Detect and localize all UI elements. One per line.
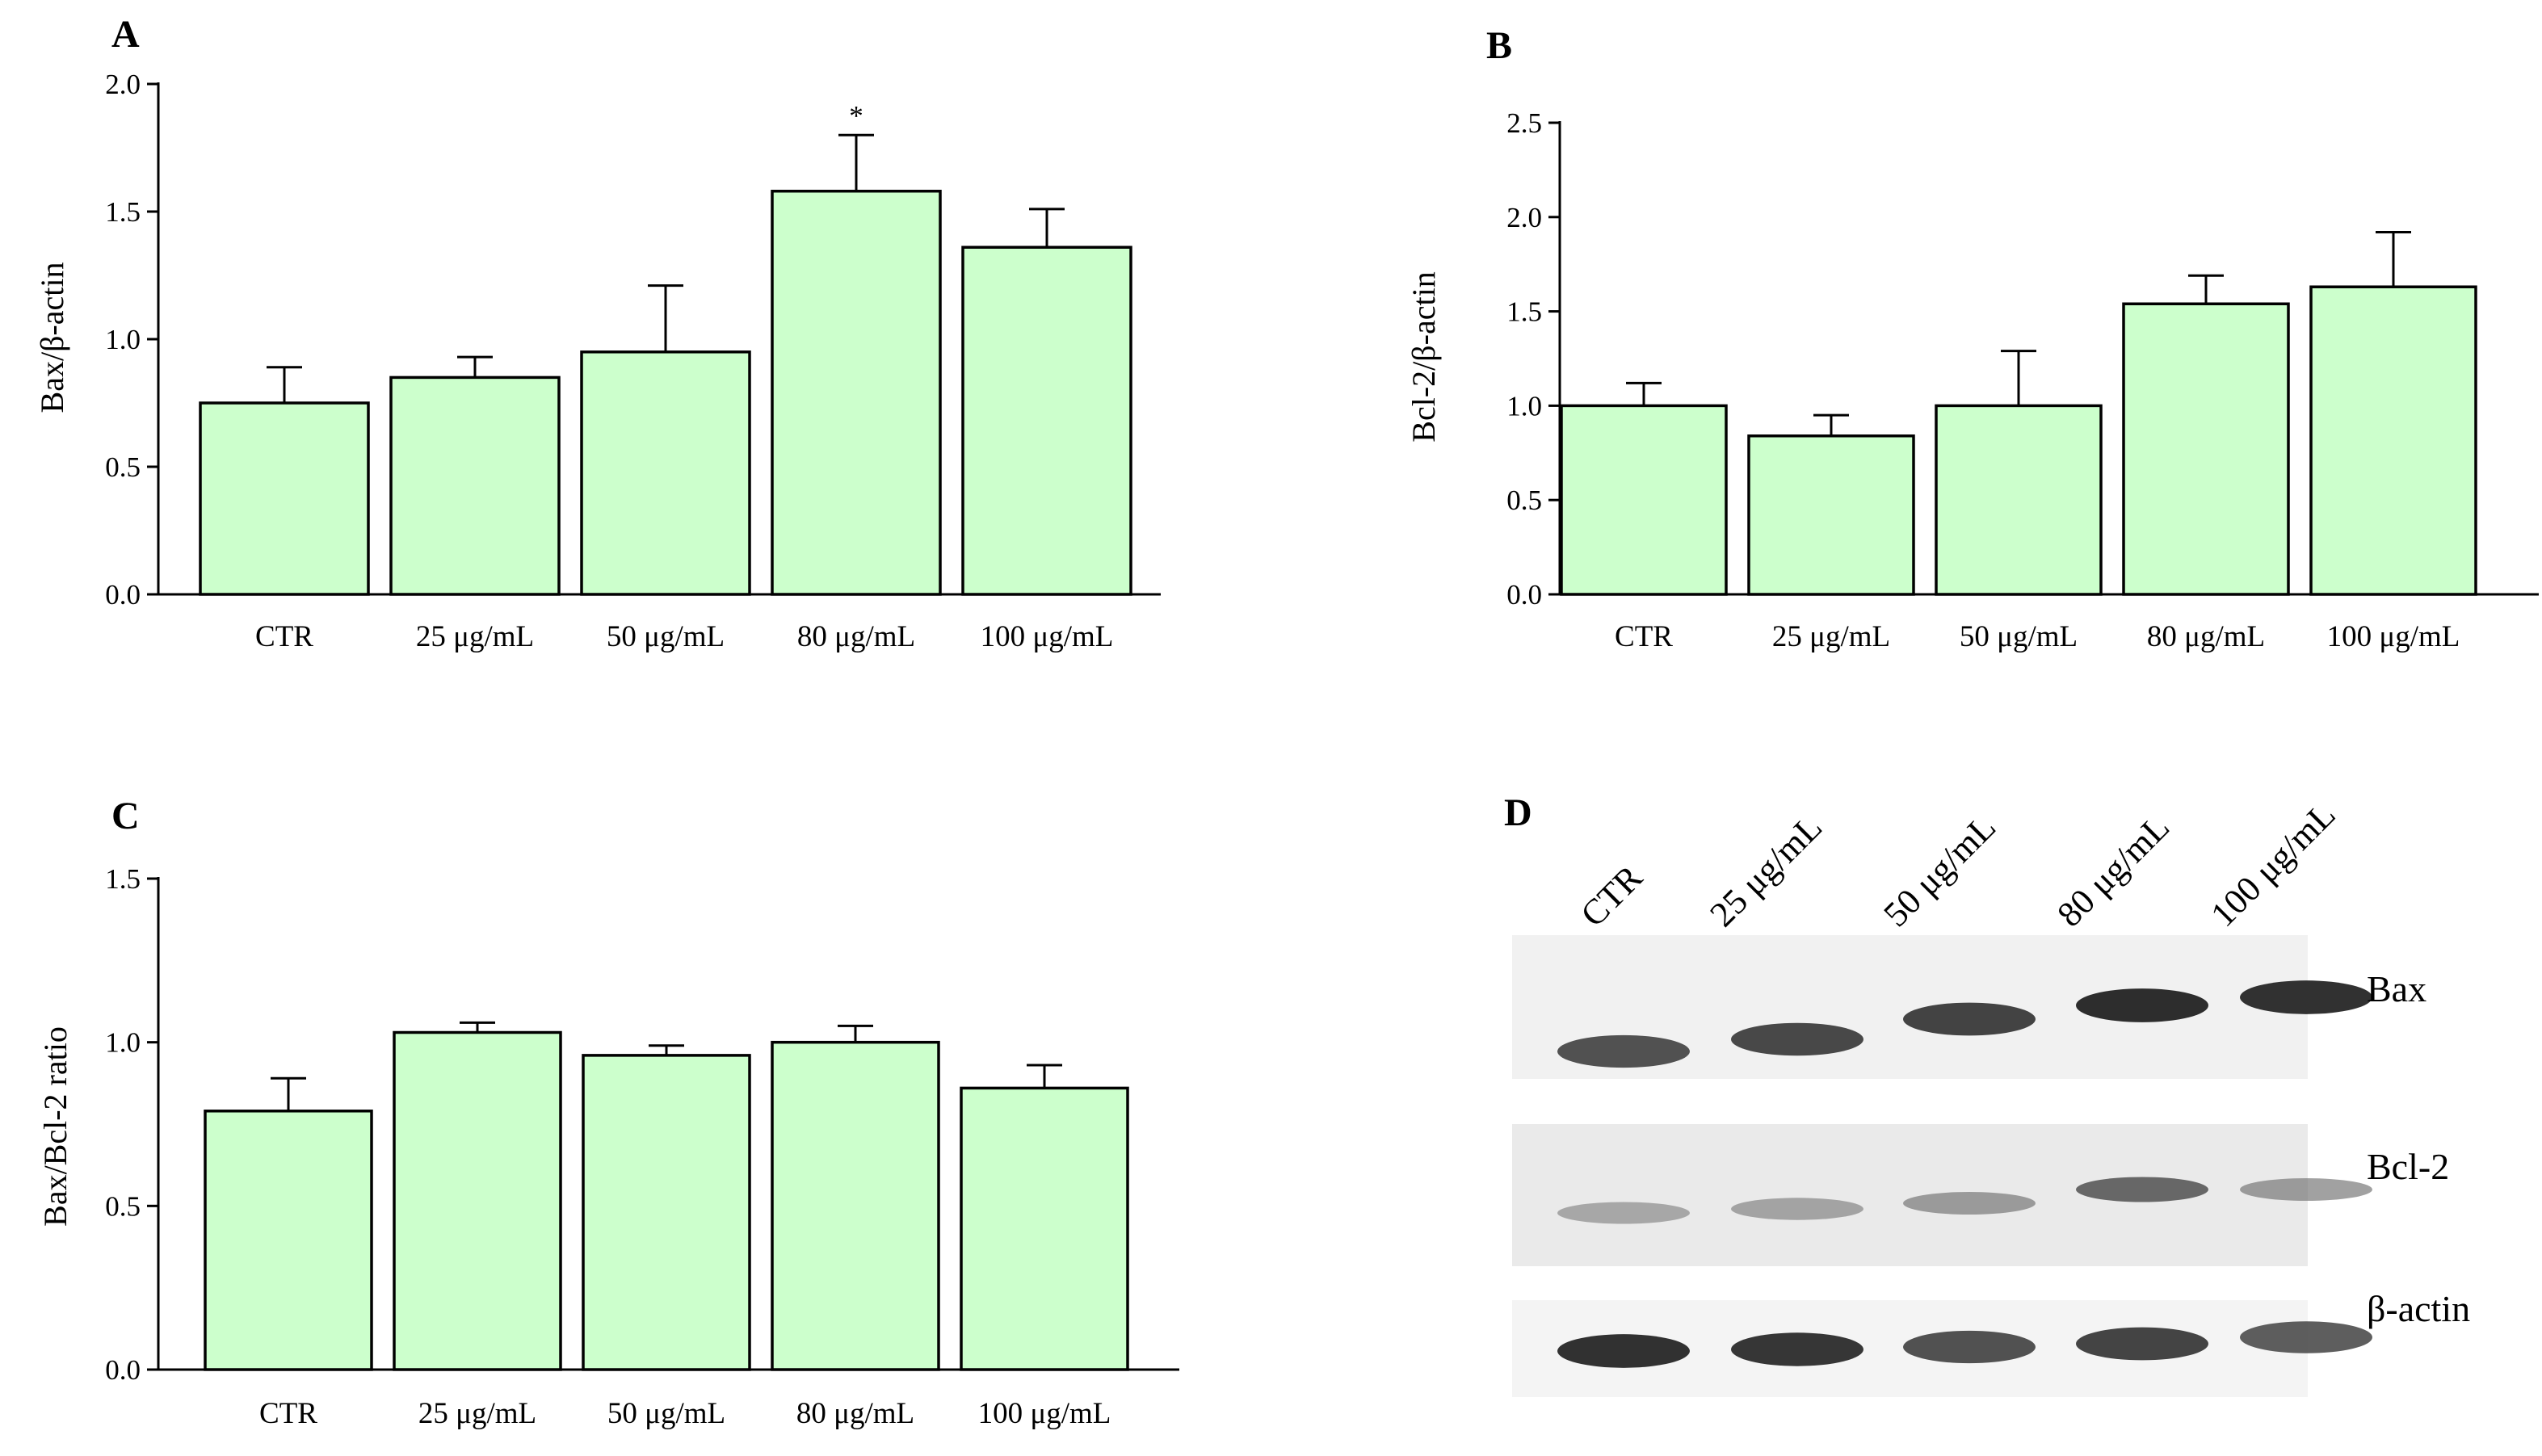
bar (2122, 302, 2290, 596)
x-tick-label: 100 μg/mL (2327, 620, 2460, 653)
western-blot-panel: D CTR 25 μg/mL 50 μg/mL 80 μg/mL 100 μg/mL Ba… (1504, 791, 2470, 1397)
blot-band (2240, 980, 2372, 1014)
bar (1560, 404, 1728, 596)
blot-band (1903, 1192, 2036, 1215)
bar (960, 1086, 1129, 1371)
y-tick-label: 1.5 (105, 196, 141, 228)
panel-letter-a: A (111, 13, 140, 56)
blot-row-label: Bax (2367, 968, 2426, 1009)
x-tick-label: 80 μg/mL (2147, 620, 2265, 653)
blot-row-label: Bcl-2 (2367, 1146, 2449, 1187)
lane-label: 25 μg/mL (1702, 807, 1830, 934)
y-tick-label: 1.5 (1506, 296, 1542, 328)
bar (771, 1040, 940, 1371)
blot-row-label: β-actin (2367, 1288, 2470, 1329)
y-axis-title: Bax/Bcl-2 ratio (37, 1026, 74, 1227)
x-tick-label: 100 μg/mL (981, 620, 1114, 653)
y-tick-label: 1.0 (105, 1027, 141, 1059)
y-tick-label: 2.0 (1506, 202, 1542, 233)
blot-band (1731, 1332, 1863, 1366)
x-tick-label: 25 μg/mL (416, 620, 534, 653)
bar (1935, 404, 2103, 596)
y-tick-label: 0.0 (105, 1354, 141, 1386)
lane-label: CTR (1573, 857, 1650, 934)
x-tick-label: CTR (1615, 620, 1673, 653)
blot-band (1903, 1330, 2036, 1364)
bar (2309, 285, 2477, 596)
y-tick-label: 1.0 (1506, 390, 1542, 422)
x-tick-label: CTR (255, 620, 313, 653)
y-tick-label: 0.5 (105, 1190, 141, 1222)
lane-label: 50 μg/mL (1876, 807, 2003, 934)
x-tick-label: 25 μg/mL (418, 1397, 536, 1430)
x-tick-label: 80 μg/mL (797, 620, 915, 653)
x-tick-label: 100 μg/mL (978, 1397, 1111, 1430)
blot-band (2076, 1327, 2208, 1361)
significance-marker: * (849, 100, 863, 132)
bar (580, 350, 751, 596)
bar (199, 401, 370, 596)
x-tick-label: 50 μg/mL (607, 1397, 725, 1430)
blot-band (2240, 1178, 2372, 1201)
blot-band (1557, 1202, 1690, 1224)
blot-band (2076, 988, 2208, 1022)
y-tick-label: 2.0 (105, 69, 141, 100)
y-tick-label: 1.0 (105, 324, 141, 355)
x-tick-label: 50 μg/mL (607, 620, 725, 653)
blot-band (1903, 1002, 2036, 1036)
y-axis-title: Bcl-2/β-actin (1405, 271, 1442, 442)
blot-band (1731, 1022, 1863, 1056)
lane-label: 100 μg/mL (2203, 795, 2342, 934)
bar (582, 1054, 751, 1371)
panel-letter-c: C (111, 795, 140, 837)
x-tick-label: 25 μg/mL (1772, 620, 1890, 653)
blot-band (2076, 1177, 2208, 1202)
y-tick-label: 0.5 (1506, 485, 1542, 516)
y-tick-label: 0.0 (105, 579, 141, 611)
bar (204, 1110, 373, 1371)
bar (961, 245, 1132, 596)
chart-panel-b: B Bcl-2/β-actin 0.0 0.5 1.0 1.5 2.0 2.5 CTR 25 … (1405, 24, 2539, 653)
chart-panel-a: A Bax/β-actin 0.0 0.5 1.0 1.5 2.0 CTR 25 μg/mL… (34, 13, 1161, 653)
x-tick-label: 50 μg/mL (1960, 620, 2078, 653)
y-tick-label: 0.5 (105, 451, 141, 483)
y-tick-label: 2.5 (1506, 107, 1542, 139)
x-tick-label: 80 μg/mL (796, 1397, 914, 1430)
blot-band (1731, 1198, 1863, 1220)
bar (771, 189, 942, 596)
chart-panel-c: C Bax/Bcl-2 ratio 0.0 0.5 1.0 1.5 CTR 25 μg/m… (37, 795, 1179, 1430)
panel-letter-d: D (1504, 791, 1532, 834)
x-tick-label: CTR (259, 1397, 317, 1430)
bar (1747, 434, 1915, 596)
bar (393, 1030, 562, 1371)
blot-band (1557, 1334, 1690, 1368)
y-tick-label: 0.0 (1506, 579, 1542, 611)
lane-label: 80 μg/mL (2049, 807, 2177, 934)
blot-band (2240, 1321, 2372, 1353)
y-tick-label: 1.5 (105, 863, 141, 895)
blot-band (1557, 1034, 1690, 1068)
y-axis-title: Bax/β-actin (34, 262, 70, 413)
panel-letter-b: B (1486, 24, 1512, 67)
bar (389, 376, 561, 596)
